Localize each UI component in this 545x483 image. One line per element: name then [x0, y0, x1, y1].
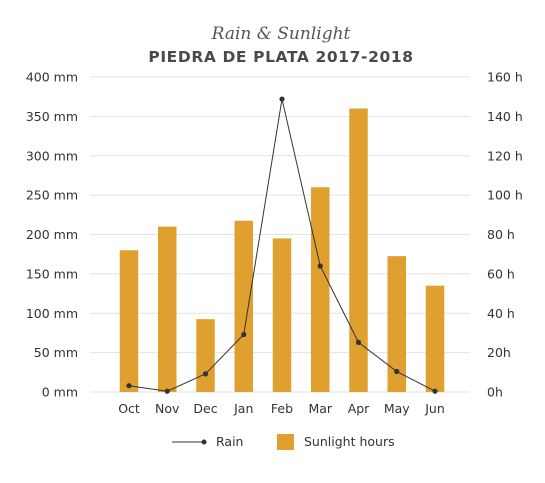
- legend-item-sunlight: Sunlight hours: [277, 434, 395, 450]
- legend-label-sunlight: Sunlight hours: [304, 434, 395, 449]
- left-axis: 0 mm 50 mm 100 mm 150 mm 200 mm 250 mm 300 mm 3…: [26, 70, 78, 400]
- y-right-tick-label: 100 h: [487, 188, 523, 203]
- bar-jun: [425, 285, 445, 392]
- rain-point-jan: [241, 331, 247, 338]
- rain-point-nov: [164, 388, 170, 394]
- rain-point-dec: [202, 371, 209, 377]
- x-tick-label: Jan: [233, 401, 253, 416]
- bar-mar: [311, 187, 330, 392]
- line-series: [126, 96, 438, 394]
- y-right-tick-label: 60 h: [487, 266, 515, 281]
- bar-apr: [349, 108, 368, 392]
- bar-dec: [196, 319, 215, 392]
- bar-series: [119, 108, 445, 392]
- rain-point-apr: [355, 339, 362, 345]
- y-right-tick-label: 120 h: [487, 148, 523, 163]
- y-right-tick-label: 140 h: [487, 109, 523, 124]
- rain-point-may: [394, 368, 400, 375]
- x-tick-label: Jun: [424, 401, 445, 416]
- gridlines: [90, 76, 470, 393]
- bar-oct: [119, 250, 139, 392]
- x-axis: Oct Nov Dec Jan Feb Mar Apr May Jun: [118, 401, 445, 416]
- rain-point-oct: [126, 383, 132, 389]
- x-tick-label: Mar: [308, 401, 332, 416]
- y-left-tick-label: 250 mm: [26, 188, 78, 203]
- legend: Rain Sunlight hours: [172, 434, 395, 450]
- y-left-tick-label: 50 mm: [34, 345, 78, 360]
- x-tick-label: Apr: [348, 401, 370, 416]
- x-tick-label: May: [384, 401, 410, 416]
- bar-nov: [158, 226, 177, 392]
- legend-label-rain: Rain: [216, 434, 243, 449]
- legend-item-rain: Rain: [172, 434, 243, 449]
- bar-feb: [272, 238, 292, 392]
- y-left-tick-label: 350 mm: [26, 109, 78, 124]
- y-left-tick-label: 400 mm: [26, 70, 78, 85]
- x-tick-label: Nov: [155, 401, 180, 416]
- bar-jan: [234, 220, 253, 392]
- right-axis: 0h 20h 40 h 60 h 80 h 100 h 120 h 140 h 160 h: [487, 70, 523, 400]
- y-left-tick-label: 300 mm: [26, 148, 78, 163]
- y-left-tick-label: 200 mm: [26, 227, 78, 242]
- x-tick-label: Dec: [193, 401, 217, 416]
- legend-bar-swatch: [277, 434, 294, 450]
- y-right-tick-label: 160 h: [487, 70, 523, 85]
- rain-point-feb: [279, 96, 285, 102]
- y-right-tick-label: 80 h: [487, 227, 515, 242]
- chart-subtitle: Rain & Sunlight: [211, 24, 351, 44]
- y-right-tick-label: 40 h: [487, 306, 515, 321]
- y-right-tick-label: 20h: [487, 345, 511, 360]
- rain-point-jun: [432, 388, 438, 394]
- bar-may: [387, 256, 406, 392]
- x-tick-label: Oct: [118, 401, 140, 416]
- x-tick-label: Feb: [271, 401, 293, 416]
- legend-dot-swatch: [201, 439, 207, 445]
- y-left-tick-label: 0 mm: [42, 385, 78, 400]
- y-right-tick-label: 0h: [487, 385, 503, 400]
- rain-point-mar: [317, 263, 323, 269]
- chart-title: PIEDRA DE PLATA 2017-2018: [148, 48, 413, 66]
- y-left-tick-label: 100 mm: [26, 306, 78, 321]
- y-left-tick-label: 150 mm: [26, 266, 78, 281]
